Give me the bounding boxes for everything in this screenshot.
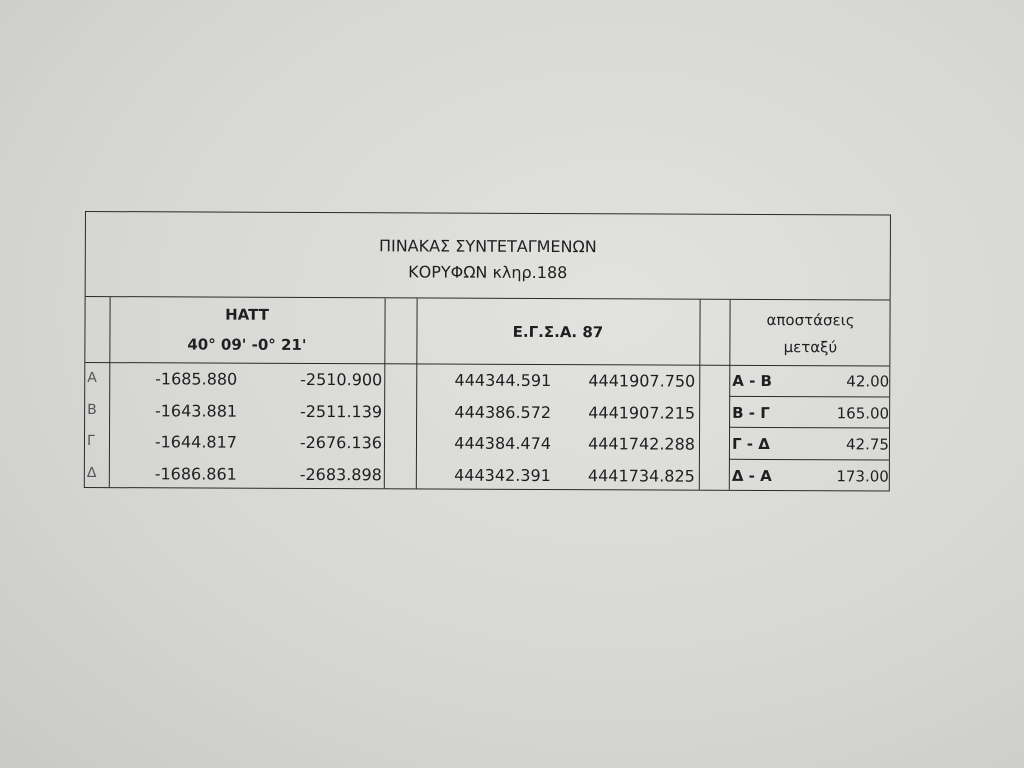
segment-label: Γ - Δ: [731, 434, 770, 453]
egsa-x-value: 444386.572: [454, 402, 552, 422]
title-line-2: ΚΟΡΥΦΩΝ κληρ.188: [408, 262, 568, 283]
hatt-x-value: -1644.817: [154, 432, 238, 452]
hatt-y-value: -2683.898: [299, 464, 382, 484]
hatt-y-value: -2511.139: [299, 401, 383, 421]
distance-value: 42.00: [846, 372, 890, 391]
egsa-y-value: 4441742.288: [588, 434, 696, 454]
point-label: A: [87, 370, 97, 387]
segment-label: Β - Γ: [732, 403, 770, 422]
title-line-1: ΠΙΝΑΚΑΣ ΣΥΝΤΕΤΑΓΜΕΝΩΝ: [378, 236, 597, 257]
egsa-y-value: 4441907.750: [588, 371, 696, 391]
egsa-x-value: 444344.591: [454, 370, 552, 391]
coordinates-table: ΠΙΝΑΚΑΣ ΣΥΝΤΕΤΑΓΜΕΝΩΝ ΚΟΡΥΦΩΝ κληρ.188 H…: [83, 211, 891, 492]
egsa-x-value: 444384.474: [454, 433, 552, 454]
point-label: Δ: [86, 464, 97, 481]
egsa-y-value: 4441734.825: [587, 465, 695, 486]
hatt-x-value: -1643.881: [154, 400, 238, 421]
segment-label: Α - Β: [732, 371, 773, 390]
distances-label-2: μεταξύ: [783, 338, 838, 357]
distance-value: 165.00: [836, 403, 890, 423]
hatt-y-value: -2676.136: [299, 432, 383, 453]
point-label: B: [87, 401, 97, 418]
hatt-label: HATT: [225, 305, 269, 324]
table-title: ΠΙΝΑΚΑΣ ΣΥΝΤΕΤΑΓΜΕΝΩΝ ΚΟΡΥΦΩΝ κληρ.188: [85, 212, 890, 301]
egsa-header: Ε.Γ.Σ.Α. 87: [512, 322, 604, 342]
distance-value: 173.00: [836, 466, 889, 486]
point-label: Γ: [86, 433, 95, 450]
hatt-x-value: -1686.861: [154, 463, 237, 484]
distance-value: 42.75: [845, 435, 890, 454]
hatt-y-value: -2510.900: [300, 369, 383, 390]
hatt-header: HATT 40° 09' -0° 21': [109, 299, 384, 360]
egsa-x-value: 444342.391: [454, 465, 551, 485]
hatt-origin: 40° 09' -0° 21': [187, 335, 307, 354]
egsa-y-value: 4441907.215: [588, 402, 696, 423]
distances-header: αποστάσεις μεταξύ: [729, 307, 891, 362]
segment-label: Δ - Α: [731, 466, 772, 485]
hatt-x-value: -1685.880: [155, 369, 238, 389]
distances-label-1: αποστάσεις: [766, 310, 855, 330]
